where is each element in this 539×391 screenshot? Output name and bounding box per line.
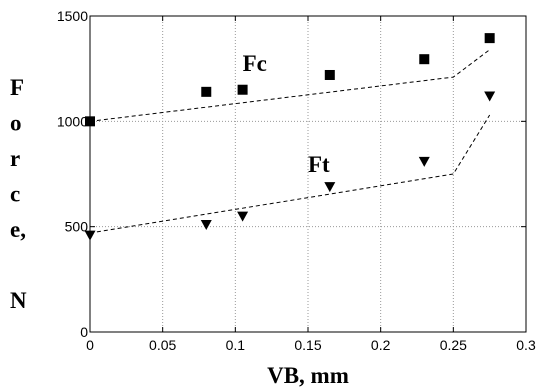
marker-ft <box>418 156 430 167</box>
y-tick-label: 500 <box>65 219 89 235</box>
marker-ft <box>484 91 496 102</box>
marker-fc <box>201 86 212 97</box>
series-label-ft: Ft <box>308 152 330 177</box>
axis-ticks: 0 0.05 0.1 0.15 0.2 0.25 0.3 0 500 1000 1500 <box>57 8 536 353</box>
marker-fc <box>324 69 335 80</box>
y-axis-title-part: F <box>10 75 24 100</box>
x-tick-label: 0 <box>86 337 94 353</box>
grid-lines <box>90 16 526 332</box>
marker-ft <box>237 211 249 222</box>
y-tick-label: 0 <box>80 324 88 340</box>
fit-lines <box>89 49 491 234</box>
marker-fc <box>237 84 248 95</box>
marker-fc <box>484 33 495 44</box>
x-tick-label: 0.1 <box>226 337 246 353</box>
y-tick-label: 1500 <box>57 8 88 24</box>
x-axis-title: VB, mm <box>267 363 349 388</box>
series-labels: Fc Ft <box>243 51 330 177</box>
y-axis-title-part: N <box>10 288 27 313</box>
fit-line-fc <box>89 49 490 122</box>
x-tick-label: 0.3 <box>516 337 536 353</box>
x-tick-label: 0.2 <box>371 337 391 353</box>
data-markers <box>84 33 496 241</box>
marker-ft <box>324 182 336 193</box>
marker-fc <box>419 54 430 65</box>
y-axis-title-part: c <box>10 182 20 207</box>
y-tick-label: 1000 <box>57 113 88 129</box>
y-axis-title-part: e, <box>10 217 26 242</box>
fit-line-ft <box>89 114 491 234</box>
x-tick-label: 0.15 <box>294 337 321 353</box>
x-tick-label: 0.25 <box>440 337 467 353</box>
marker-ft <box>200 220 212 231</box>
x-tick-label: 0.05 <box>149 337 176 353</box>
y-axis-title-part: o <box>10 111 22 136</box>
series-label-fc: Fc <box>243 51 267 76</box>
y-axis-title-part: r <box>10 146 20 171</box>
